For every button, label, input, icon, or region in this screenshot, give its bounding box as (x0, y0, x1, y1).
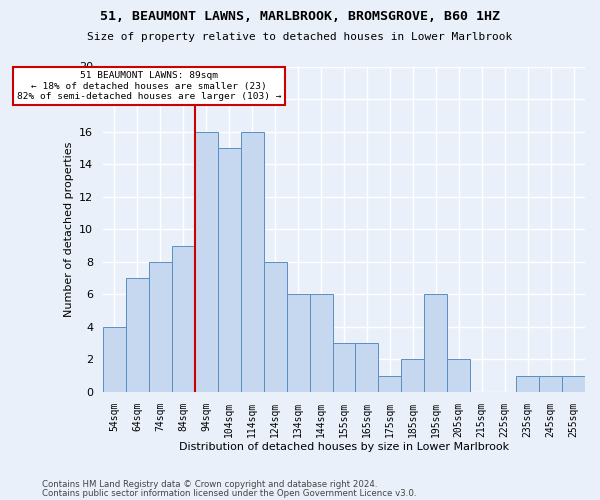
Bar (332, 343, 355, 392)
Bar (424, 294, 447, 392)
Bar (379, 376, 401, 392)
Bar (401, 360, 424, 392)
Bar (172, 246, 195, 392)
Y-axis label: Number of detached properties: Number of detached properties (64, 142, 74, 317)
Bar (218, 148, 241, 392)
Bar (126, 278, 149, 392)
X-axis label: Distribution of detached houses by size in Lower Marlbrook: Distribution of detached houses by size … (179, 442, 509, 452)
Text: 51, BEAUMONT LAWNS, MARLBROOK, BROMSGROVE, B60 1HZ: 51, BEAUMONT LAWNS, MARLBROOK, BROMSGROV… (100, 10, 500, 23)
Bar (241, 132, 263, 392)
Bar (103, 327, 126, 392)
Bar (355, 343, 379, 392)
Bar (287, 294, 310, 392)
Bar (562, 376, 585, 392)
Text: 51 BEAUMONT LAWNS: 89sqm
← 18% of detached houses are smaller (23)
82% of semi-d: 51 BEAUMONT LAWNS: 89sqm ← 18% of detach… (17, 71, 281, 101)
Bar (447, 360, 470, 392)
Bar (539, 376, 562, 392)
Text: Size of property relative to detached houses in Lower Marlbrook: Size of property relative to detached ho… (88, 32, 512, 42)
Bar (195, 132, 218, 392)
Text: Contains HM Land Registry data © Crown copyright and database right 2024.: Contains HM Land Registry data © Crown c… (42, 480, 377, 489)
Text: Contains public sector information licensed under the Open Government Licence v3: Contains public sector information licen… (42, 489, 416, 498)
Bar (149, 262, 172, 392)
Bar (263, 262, 287, 392)
Bar (310, 294, 332, 392)
Bar (516, 376, 539, 392)
